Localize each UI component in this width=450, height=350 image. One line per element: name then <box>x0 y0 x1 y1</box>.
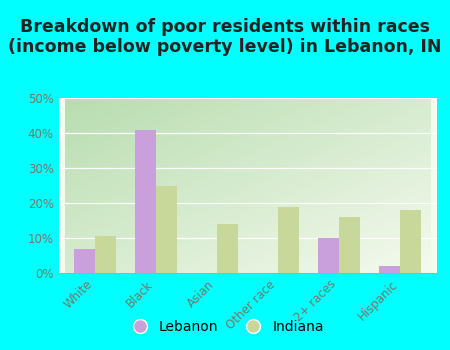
Bar <box>278 206 299 273</box>
Bar <box>95 236 117 273</box>
Bar <box>339 217 360 273</box>
Bar <box>156 186 177 273</box>
Bar <box>135 130 156 273</box>
Bar <box>378 266 400 273</box>
Bar <box>318 238 339 273</box>
Bar <box>74 248 95 273</box>
Legend: Lebanon, Indiana: Lebanon, Indiana <box>120 314 330 340</box>
Bar <box>400 210 421 273</box>
Text: Breakdown of poor residents within races
(income below poverty level) in Lebanon: Breakdown of poor residents within races… <box>8 18 442 56</box>
Bar <box>217 224 239 273</box>
